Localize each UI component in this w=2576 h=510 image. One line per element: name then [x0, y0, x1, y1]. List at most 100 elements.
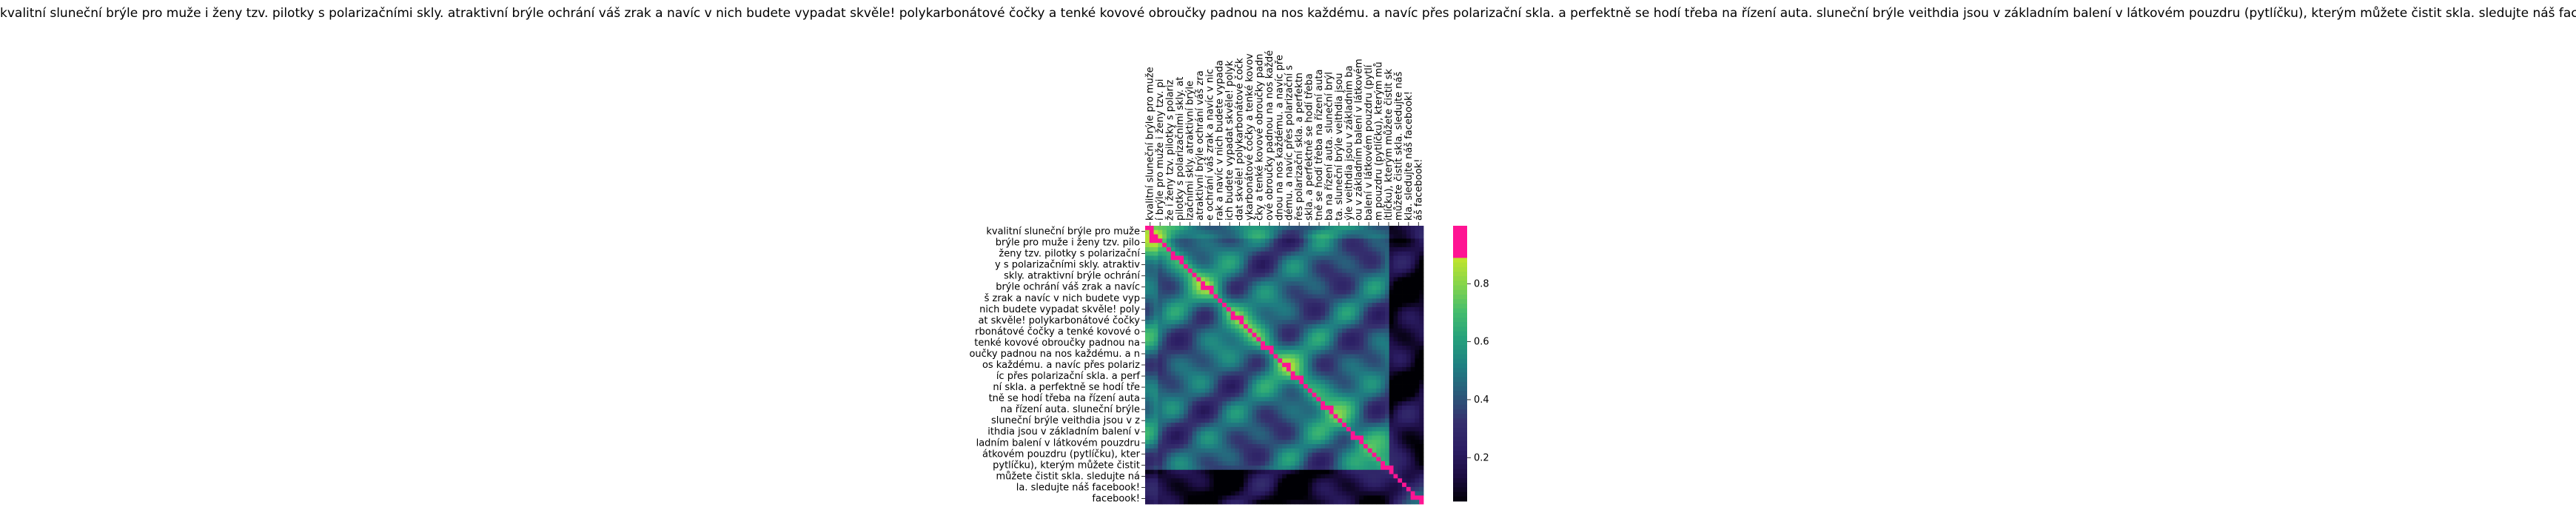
- heatmap-cell: [1222, 226, 1227, 231]
- heatmap-cell: [1372, 435, 1377, 440]
- heatmap-cell: [1286, 328, 1292, 334]
- heatmap-cell: [1184, 384, 1189, 389]
- heatmap-cell: [1350, 311, 1355, 316]
- heatmap-cell: [1222, 246, 1227, 252]
- heatmap-cell: [1329, 277, 1334, 282]
- heatmap-cell: [1384, 435, 1390, 440]
- heatmap-cell: [1166, 414, 1172, 419]
- heatmap-cell: [1278, 311, 1283, 316]
- heatmap-cell: [1149, 452, 1154, 457]
- heatmap-cell: [1252, 392, 1257, 397]
- heatmap-cell: [1342, 251, 1347, 256]
- heatmap-cell: [1384, 294, 1390, 299]
- heatmap-cell: [1384, 289, 1390, 295]
- colorbar-segment: [1453, 272, 1467, 277]
- heatmap-cell: [1209, 337, 1214, 342]
- heatmap-cell: [1235, 315, 1240, 321]
- heatmap-cell: [1384, 444, 1390, 449]
- heatmap-cell: [1158, 414, 1163, 419]
- heatmap-cell: [1218, 401, 1223, 406]
- heatmap-cell: [1192, 500, 1197, 505]
- heatmap-cell: [1406, 243, 1412, 248]
- heatmap-cell: [1324, 440, 1330, 445]
- heatmap-cell: [1175, 332, 1180, 338]
- heatmap-cell: [1381, 469, 1386, 474]
- heatmap-cell: [1252, 324, 1257, 329]
- heatmap-cell: [1359, 277, 1364, 282]
- heatmap-cell: [1350, 486, 1355, 492]
- heatmap-cell: [1184, 298, 1189, 303]
- heatmap-cell: [1346, 328, 1352, 334]
- heatmap-cell: [1304, 345, 1309, 351]
- heatmap-cell: [1149, 435, 1154, 440]
- heatmap-cell: [1329, 289, 1334, 295]
- heatmap-cell: [1230, 306, 1235, 312]
- heatmap-cell: [1304, 418, 1309, 423]
- heatmap-cell: [1252, 366, 1257, 372]
- heatmap-cell: [1321, 363, 1326, 368]
- heatmap-cell: [1304, 337, 1309, 342]
- heatmap-cell: [1419, 328, 1424, 334]
- heatmap-cell: [1179, 264, 1184, 269]
- heatmap-cell: [1209, 469, 1214, 474]
- heatmap-cell: [1170, 358, 1175, 363]
- heatmap-cell: [1201, 392, 1206, 397]
- heatmap-cell: [1269, 354, 1274, 359]
- heatmap-cell: [1218, 418, 1223, 423]
- heatmap-cell: [1230, 285, 1235, 291]
- heatmap-cell: [1290, 354, 1295, 359]
- heatmap-cell: [1282, 366, 1287, 372]
- heatmap-cell: [1376, 452, 1381, 457]
- heatmap-cell: [1290, 388, 1295, 393]
- heatmap-cell: [1381, 311, 1386, 316]
- heatmap-cell: [1324, 246, 1330, 252]
- heatmap-cell: [1269, 298, 1274, 303]
- heatmap-cell: [1304, 294, 1309, 299]
- heatmap-cell: [1286, 229, 1292, 235]
- heatmap-cell: [1273, 435, 1278, 440]
- heatmap-cell: [1145, 418, 1150, 423]
- heatmap-cell: [1299, 349, 1304, 355]
- heatmap-cell: [1149, 251, 1154, 256]
- heatmap-cell: [1329, 491, 1334, 496]
- heatmap-cell: [1149, 354, 1154, 359]
- heatmap-cell: [1218, 315, 1223, 321]
- heatmap-cell: [1415, 243, 1420, 248]
- heatmap-cell: [1162, 444, 1167, 449]
- heatmap-cell: [1149, 229, 1154, 235]
- heatmap-cell: [1201, 260, 1206, 265]
- heatmap-cell: [1286, 375, 1292, 380]
- heatmap-cell: [1204, 272, 1210, 278]
- heatmap-cell: [1342, 483, 1347, 488]
- heatmap-cell: [1389, 332, 1394, 338]
- heatmap-cell: [1282, 452, 1287, 457]
- heatmap-cell: [1179, 423, 1184, 428]
- heatmap-cell: [1247, 251, 1253, 256]
- heatmap-cell: [1226, 401, 1232, 406]
- heatmap-cell: [1244, 384, 1249, 389]
- heatmap-cell: [1410, 315, 1415, 321]
- heatmap-cell: [1406, 311, 1412, 316]
- heatmap-cell: [1381, 500, 1386, 505]
- heatmap-cell: [1321, 320, 1326, 325]
- heatmap-cell: [1218, 255, 1223, 261]
- heatmap-cell: [1402, 226, 1407, 231]
- heatmap-cell: [1158, 281, 1163, 286]
- heatmap-cell: [1410, 384, 1415, 389]
- heatmap-cell: [1213, 366, 1218, 372]
- heatmap-cell: [1367, 431, 1372, 436]
- heatmap-cell: [1398, 384, 1403, 389]
- heatmap-cell: [1252, 457, 1257, 462]
- heatmap-cell: [1213, 303, 1218, 308]
- heatmap-cell: [1149, 332, 1154, 338]
- heatmap-cell: [1209, 401, 1214, 406]
- heatmap-cell: [1402, 423, 1407, 428]
- heatmap-cell: [1209, 448, 1214, 453]
- heatmap-cell: [1230, 311, 1235, 316]
- heatmap-cell: [1209, 251, 1214, 256]
- heatmap-cell: [1196, 354, 1201, 359]
- heatmap-cell: [1175, 414, 1180, 419]
- heatmap-cell: [1222, 448, 1227, 453]
- heatmap-cell: [1273, 328, 1278, 334]
- heatmap-cell: [1196, 426, 1201, 432]
